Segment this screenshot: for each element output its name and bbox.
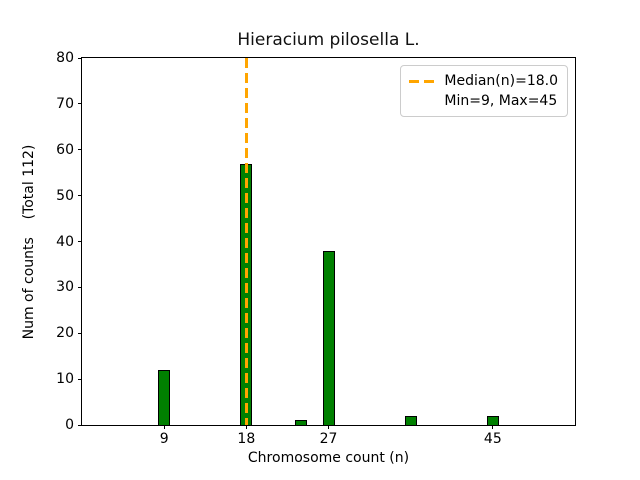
legend-label: Median(n)=18.0: [444, 73, 558, 89]
x-tick-mark: [492, 425, 494, 429]
median-line: [244, 58, 248, 425]
y-tick-label: 30: [56, 279, 74, 296]
legend: Median(n)=18.0 Min=9, Max=45: [400, 65, 568, 117]
y-tick-label: 0: [65, 417, 74, 433]
x-tick-label: 18: [237, 431, 256, 447]
bar: [322, 250, 335, 425]
bar: [295, 420, 308, 425]
y-tick-label: 80: [56, 50, 74, 66]
x-tick-mark: [245, 425, 247, 429]
y-tick-mark: [78, 57, 82, 59]
x-tick-label: 27: [319, 431, 338, 447]
x-tick-mark: [163, 425, 165, 429]
plot-area: Median(n)=18.0 Min=9, Max=45 9 18 27 45 0 10 2…: [56, 50, 576, 447]
bar: [158, 369, 171, 425]
bar: [404, 415, 417, 425]
y-tick-label: 60: [56, 141, 74, 158]
y-tick-label: 10: [56, 371, 74, 388]
x-tick-label: 45: [483, 431, 502, 447]
x-tick-label: 9: [159, 431, 169, 447]
x-tick-mark: [328, 425, 329, 429]
y-tick-label: 40: [56, 233, 74, 250]
dashed-line-icon: [409, 79, 437, 83]
y-tick-mark: [78, 332, 82, 334]
y-tick-label: 20: [56, 325, 74, 342]
legend-entry: Median(n)=18.0: [409, 71, 558, 91]
y-tick-mark: [78, 424, 82, 426]
bar: [486, 415, 499, 425]
legend-entry: Min=9, Max=45: [409, 91, 558, 111]
y-tick-mark: [78, 241, 82, 242]
y-tick-label: 70: [56, 95, 74, 112]
x-axis-label: Chromosome count (n): [247, 450, 410, 466]
y-tick-mark: [78, 149, 82, 151]
y-tick-mark: [78, 286, 82, 288]
y-tick-mark: [78, 195, 82, 197]
y-tick-mark: [78, 103, 82, 105]
chart-title: Hieracium pilosella L.: [237, 30, 420, 50]
legend-label: Min=9, Max=45: [444, 93, 558, 109]
y-axis-label: Num of counts (Total 112): [21, 144, 37, 340]
y-tick-mark: [78, 378, 82, 380]
y-tick-label: 50: [56, 187, 74, 204]
legend-sample-spacer: [409, 100, 436, 103]
